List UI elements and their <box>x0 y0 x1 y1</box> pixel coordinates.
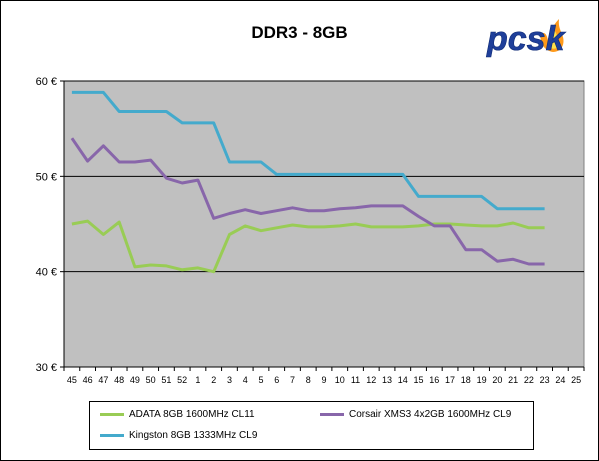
chart-title: DDR3 - 8GB <box>251 23 348 42</box>
y-tick-label: 30 € <box>36 362 57 374</box>
series-3-line <box>71 90 545 211</box>
y-tick-label: 60 € <box>36 76 57 88</box>
legend-label: ADATA 8GB 1600MHz CL11 <box>129 409 255 420</box>
x-tick-label: 51 <box>161 375 171 385</box>
x-tick-label: 20 <box>492 375 502 385</box>
x-tick-label: 11 <box>351 375 360 385</box>
x-tick-label: 17 <box>445 375 455 385</box>
x-tick-label: 13 <box>382 375 392 385</box>
x-tick-label: 45 <box>67 375 77 385</box>
legend-label: Corsair XMS3 4x2GB 1600MHz CL9 <box>349 409 512 420</box>
legend-swatch <box>320 413 344 416</box>
pcsk-logo: pcsk <box>486 19 567 58</box>
x-tick-label: 5 <box>258 375 263 385</box>
series-2-line <box>70 137 545 266</box>
x-tick-label: 2 <box>211 375 216 385</box>
x-tick-label: 50 <box>146 375 156 385</box>
legend-label: Kingston 8GB 1333MHz CL9 <box>129 430 258 441</box>
x-tick-label: 19 <box>477 375 487 385</box>
legend-swatch <box>100 434 124 437</box>
x-tick-label: 24 <box>555 375 565 385</box>
x-tick-label: 9 <box>321 375 326 385</box>
x-tick-label: 8 <box>306 375 311 385</box>
series-1-line <box>71 219 545 274</box>
logo-text: pcsk <box>486 20 567 58</box>
x-tick-label: 47 <box>98 375 108 385</box>
y-tick-label: 40 € <box>36 267 57 279</box>
x-tick-label: 15 <box>414 375 424 385</box>
x-tick-label: 21 <box>508 375 518 385</box>
x-tick-label: 16 <box>429 375 439 385</box>
x-tick-label: 6 <box>274 375 279 385</box>
x-tick-label: 52 <box>177 375 187 385</box>
x-tick-label: 3 <box>227 375 232 385</box>
legend-item: ADATA 8GB 1600MHz CL11 <box>100 409 255 420</box>
y-tick-label: 50 € <box>36 171 57 183</box>
x-tick-label: 1 <box>195 375 200 385</box>
x-tick-label: 49 <box>130 375 140 385</box>
x-tick-label: 4 <box>243 375 248 385</box>
chart-legend: ADATA 8GB 1600MHz CL11 Corsair XMS3 4x2GB… <box>89 401 534 450</box>
legend-item: Kingston 8GB 1333MHz CL9 <box>100 430 257 441</box>
x-tick-label: 18 <box>461 375 471 385</box>
x-tick-label: 12 <box>366 375 376 385</box>
x-tick-label: 10 <box>335 375 345 385</box>
x-tick-label: 23 <box>540 375 550 385</box>
x-tick-label: 14 <box>398 375 408 385</box>
x-tick-label: 46 <box>83 375 93 385</box>
legend-item: Corsair XMS3 4x2GB 1600MHz CL9 <box>320 409 511 420</box>
x-tick-label: 7 <box>290 375 295 385</box>
plot-area <box>63 80 585 368</box>
x-tick-label: 48 <box>114 375 124 385</box>
legend-swatch <box>100 413 124 416</box>
x-tick-label: 25 <box>571 375 581 385</box>
x-tick-label: 22 <box>524 375 534 385</box>
